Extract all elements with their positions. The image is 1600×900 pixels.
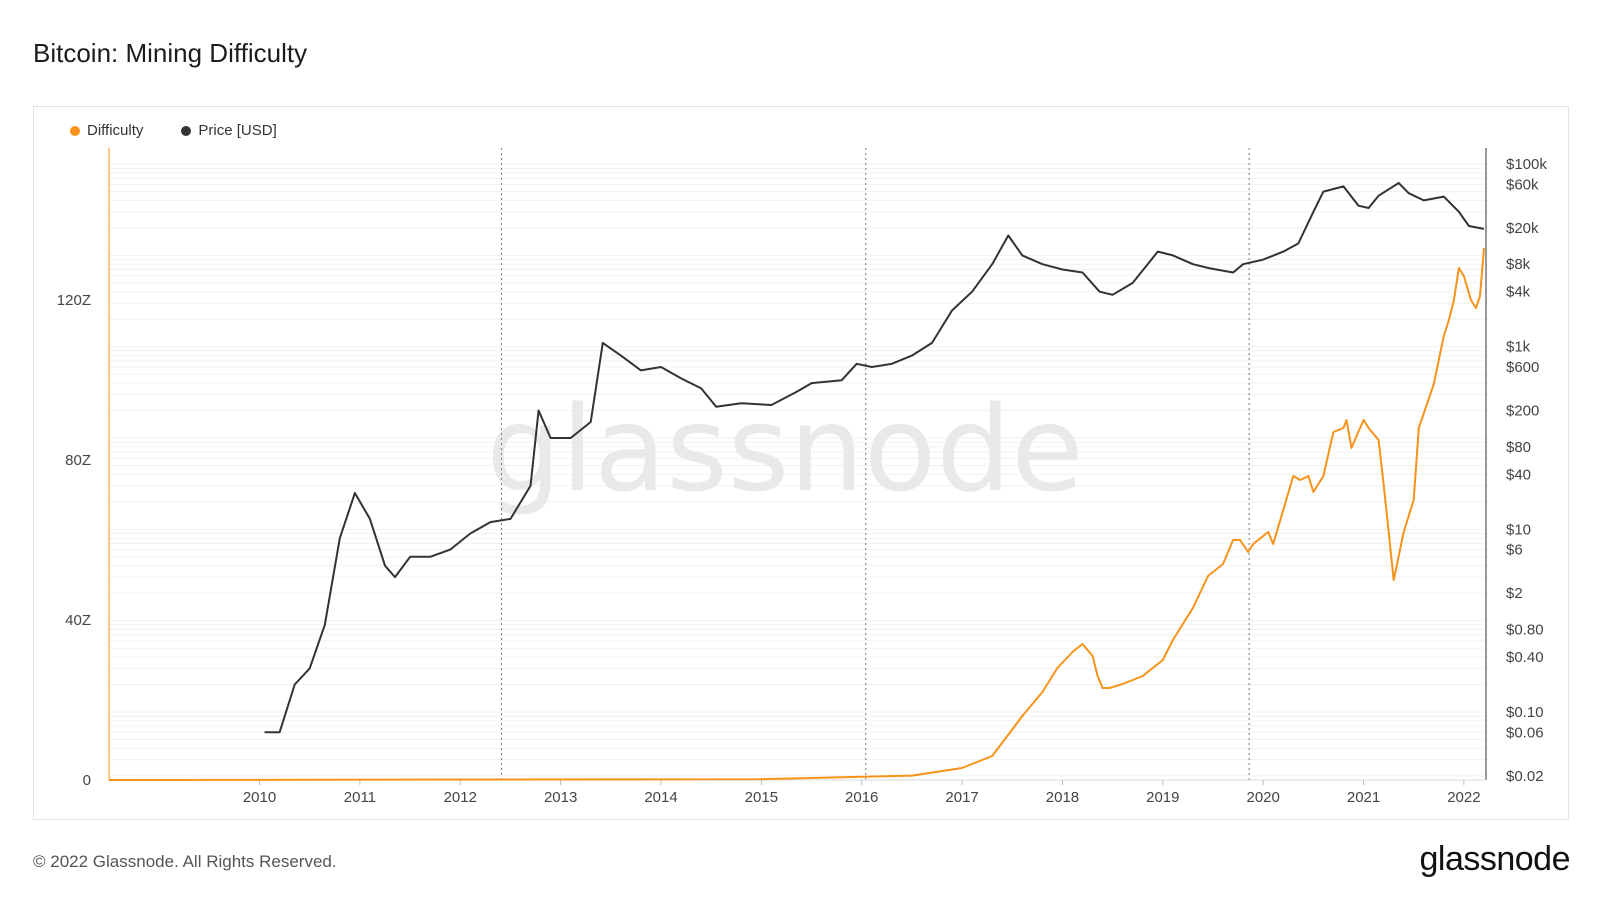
x-tick-label: 2021 bbox=[1347, 789, 1380, 806]
y-right-tick-label: $200 bbox=[1506, 403, 1539, 420]
difficulty-line bbox=[108, 247, 1485, 781]
x-tick-label: 2011 bbox=[344, 789, 376, 806]
y-right-tick-label: $2 bbox=[1506, 585, 1523, 602]
x-tick-label: 2014 bbox=[644, 789, 677, 806]
legend-item-price[interactable]: Price [USD] bbox=[181, 122, 277, 139]
y-right-tick-label: $600 bbox=[1506, 359, 1539, 376]
legend-dot-icon bbox=[70, 125, 80, 136]
series bbox=[108, 182, 1485, 781]
y-right-tick-label: $0.02 bbox=[1506, 768, 1544, 785]
y-left-tick-label: 80Z bbox=[65, 452, 91, 469]
price-line bbox=[264, 182, 1485, 734]
x-tick-label: 2019 bbox=[1146, 789, 1179, 806]
footer-logo[interactable]: glassnode bbox=[1419, 840, 1570, 878]
x-tick-label: 2020 bbox=[1247, 789, 1280, 806]
x-tick-label: 2013 bbox=[544, 789, 577, 806]
y-right-tick-label: $20k bbox=[1506, 220, 1539, 237]
y-right-tick-label: $60k bbox=[1506, 176, 1539, 193]
axes: 2010 2011 2012 2013 2014 2015 2016 2017 2018 2019… bbox=[57, 148, 1547, 806]
x-tick-label: 2022 bbox=[1447, 789, 1480, 806]
y-right-tick-label: $1k bbox=[1506, 339, 1531, 356]
legend-label: Difficulty bbox=[87, 122, 144, 139]
y-right-tick-label: $80 bbox=[1506, 439, 1531, 456]
gridlines bbox=[109, 163, 1486, 777]
x-tick-label: 2012 bbox=[444, 789, 477, 806]
y-right-tick-label: $100k bbox=[1506, 156, 1547, 173]
y-right-tick-label: $10 bbox=[1506, 521, 1531, 538]
halving-markers bbox=[500, 148, 1250, 780]
y-right-tick-label: $40 bbox=[1506, 466, 1531, 483]
y-right-tick-label: $4k bbox=[1506, 284, 1531, 301]
legend-label: Price [USD] bbox=[198, 122, 277, 139]
x-tick-label: 2015 bbox=[745, 789, 778, 806]
chart-frame bbox=[33, 106, 1569, 820]
page-title: Bitcoin: Mining Difficulty bbox=[33, 38, 308, 68]
x-tick-label: 2016 bbox=[845, 789, 878, 806]
y-left-tick-label: 0 bbox=[83, 772, 91, 789]
x-tick-label: 2010 bbox=[243, 789, 276, 806]
legend: Difficulty Price [USD] bbox=[70, 122, 277, 139]
y-right-tick-label: $8k bbox=[1506, 256, 1531, 273]
y-left-tick-label: 40Z bbox=[65, 612, 91, 629]
legend-dot-icon bbox=[181, 125, 192, 136]
y-left-tick-label: 120Z bbox=[57, 292, 91, 309]
watermark: glassnode bbox=[486, 380, 1083, 518]
x-tick-label: 2018 bbox=[1046, 789, 1079, 806]
y-right-tick-label: $0.10 bbox=[1506, 704, 1544, 721]
legend-item-difficulty[interactable]: Difficulty bbox=[70, 122, 143, 139]
y-right-tick-label: $0.80 bbox=[1506, 622, 1544, 639]
footer-copyright: © 2022 Glassnode. All Rights Reserved. bbox=[33, 852, 337, 871]
y-right-tick-label: $0.40 bbox=[1506, 649, 1544, 666]
y-right-tick-label: $6 bbox=[1506, 542, 1523, 559]
y-right-tick-label: $0.06 bbox=[1506, 724, 1544, 741]
x-tick-label: 2017 bbox=[945, 789, 978, 806]
